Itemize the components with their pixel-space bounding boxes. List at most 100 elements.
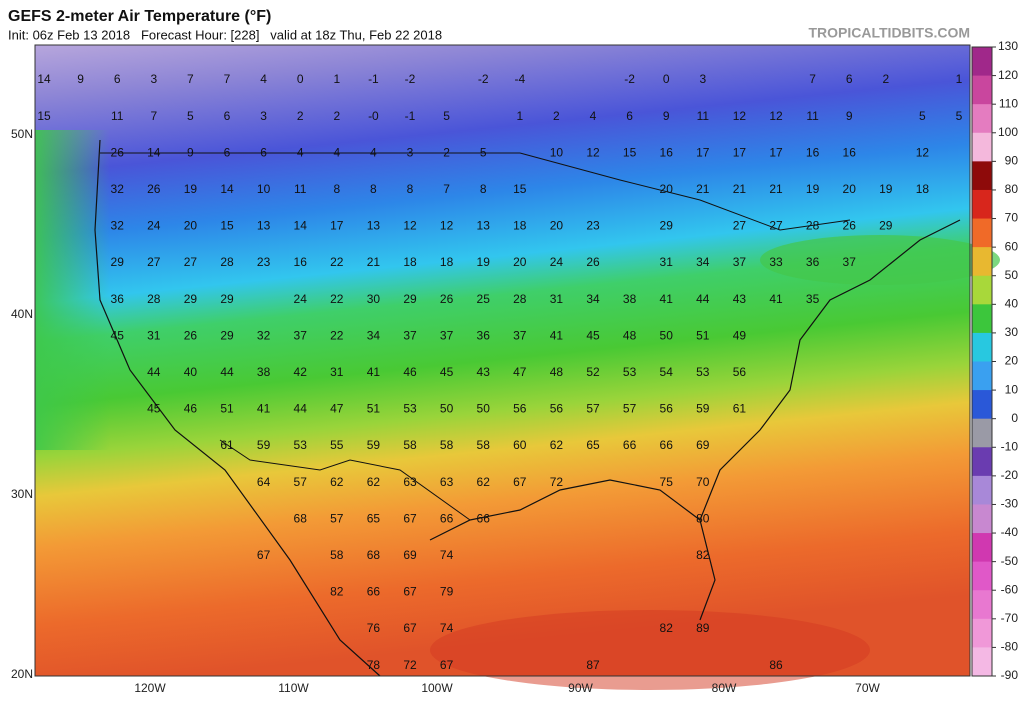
temperature-value: 6 bbox=[224, 145, 231, 159]
colorbar-segment bbox=[972, 361, 992, 391]
temperature-value: 14 bbox=[147, 145, 161, 159]
temperature-value: 37 bbox=[513, 328, 527, 342]
lon-label: 80W bbox=[712, 681, 737, 695]
temperature-value: 53 bbox=[294, 438, 308, 452]
colorbar-label: 60 bbox=[1005, 239, 1019, 253]
colorbar-label: -60 bbox=[1001, 582, 1019, 596]
temperature-value: -2 bbox=[478, 72, 489, 86]
temperature-value: 9 bbox=[77, 72, 84, 86]
temperature-value: 61 bbox=[220, 438, 234, 452]
colorbar-segment bbox=[972, 390, 992, 420]
temperature-value: 8 bbox=[480, 182, 487, 196]
temperature-value: 41 bbox=[660, 292, 674, 306]
temperature-value: 66 bbox=[477, 511, 491, 525]
temperature-value: 16 bbox=[294, 255, 308, 269]
temperature-value: 4 bbox=[370, 145, 377, 159]
temperature-value: 45 bbox=[147, 402, 161, 416]
temperature-value: 16 bbox=[660, 145, 674, 159]
temperature-value: 28 bbox=[806, 219, 820, 233]
colorbar-label: 0 bbox=[1011, 411, 1018, 425]
temperature-value: 21 bbox=[733, 182, 747, 196]
temperature-value: 68 bbox=[294, 511, 308, 525]
temperature-value: 29 bbox=[220, 292, 234, 306]
temperature-value: 6 bbox=[626, 109, 633, 123]
temperature-value: 19 bbox=[477, 255, 491, 269]
temperature-value: 70 bbox=[696, 475, 710, 489]
colorbar-segment bbox=[972, 475, 992, 505]
temperature-value: 27 bbox=[147, 255, 161, 269]
lon-label: 110W bbox=[278, 681, 309, 695]
lat-label: 20N bbox=[11, 667, 33, 681]
temperature-value: 26 bbox=[147, 182, 161, 196]
temperature-value: 17 bbox=[769, 145, 783, 159]
lat-label: 40N bbox=[11, 307, 33, 321]
temperature-value: 55 bbox=[330, 438, 344, 452]
lon-label: 100W bbox=[421, 681, 453, 695]
temperature-value: 48 bbox=[550, 365, 564, 379]
temperature-value: 16 bbox=[843, 145, 857, 159]
colorbar-segment bbox=[972, 504, 992, 534]
temperature-value: 43 bbox=[733, 292, 747, 306]
colorbar-label: 100 bbox=[998, 125, 1018, 139]
temperature-value: 56 bbox=[733, 365, 747, 379]
temperature-value: 58 bbox=[330, 548, 344, 562]
temperature-value: -2 bbox=[405, 72, 416, 86]
temperature-value: 56 bbox=[513, 402, 527, 416]
temperature-value: 9 bbox=[187, 145, 194, 159]
temperature-value: 47 bbox=[513, 365, 527, 379]
temperature-value: 78 bbox=[367, 658, 381, 672]
temperature-value: -0 bbox=[368, 109, 379, 123]
temperature-value: 50 bbox=[477, 402, 491, 416]
colorbar-label: -80 bbox=[1001, 640, 1019, 654]
temperature-value: 30 bbox=[367, 292, 381, 306]
temperature-value: 3 bbox=[260, 109, 267, 123]
colorbar-label: 10 bbox=[1005, 382, 1019, 396]
temperature-value: 61 bbox=[733, 402, 747, 416]
temperature-value: 31 bbox=[550, 292, 564, 306]
temperature-value: 12 bbox=[769, 109, 783, 123]
temperature-value: 29 bbox=[184, 292, 198, 306]
temperature-value: 82 bbox=[330, 585, 344, 599]
temperature-value: 56 bbox=[550, 402, 564, 416]
temperature-value: 11 bbox=[294, 182, 307, 196]
temperature-value: 18 bbox=[513, 219, 527, 233]
temperature-value: 53 bbox=[696, 365, 710, 379]
temperature-value: 6 bbox=[114, 72, 121, 86]
colorbar-segment bbox=[972, 161, 992, 191]
temperature-value: 56 bbox=[660, 402, 674, 416]
temperature-value: 37 bbox=[733, 255, 747, 269]
temperature-value: 13 bbox=[477, 219, 491, 233]
borders bbox=[100, 152, 851, 521]
temperature-value: 1 bbox=[956, 72, 963, 86]
temperature-value: 52 bbox=[586, 365, 600, 379]
temperature-value: -4 bbox=[514, 72, 525, 86]
caribbean-field bbox=[430, 610, 870, 690]
temperature-value: 44 bbox=[220, 365, 234, 379]
colorbar-label: 40 bbox=[1005, 296, 1019, 310]
temperature-value: 34 bbox=[586, 292, 600, 306]
temperature-value: 74 bbox=[440, 621, 454, 635]
temperature-value: 12 bbox=[403, 219, 417, 233]
temperature-value: 7 bbox=[150, 109, 157, 123]
temperature-value: 44 bbox=[696, 292, 710, 306]
temperature-value: 17 bbox=[696, 145, 710, 159]
temperature-value: 8 bbox=[333, 182, 340, 196]
temperature-value: 65 bbox=[367, 511, 381, 525]
temperature-value: 69 bbox=[696, 438, 710, 452]
temperature-value: 53 bbox=[623, 365, 637, 379]
colorbar-segment bbox=[972, 304, 992, 334]
temperature-value: 43 bbox=[477, 365, 491, 379]
temperature-value: 31 bbox=[660, 255, 674, 269]
temperature-value: 33 bbox=[769, 255, 783, 269]
temperature-value: 29 bbox=[403, 292, 417, 306]
temperature-value: 4 bbox=[590, 109, 597, 123]
temperature-value: 17 bbox=[330, 219, 344, 233]
colorbar-segment bbox=[972, 47, 992, 77]
coastline bbox=[94, 139, 961, 677]
temperature-value: 47 bbox=[330, 402, 344, 416]
temperature-value: 14 bbox=[37, 72, 51, 86]
colorbar-label: 120 bbox=[998, 68, 1018, 82]
temperature-value: 51 bbox=[220, 402, 234, 416]
colorbar-label: 130 bbox=[998, 39, 1018, 53]
